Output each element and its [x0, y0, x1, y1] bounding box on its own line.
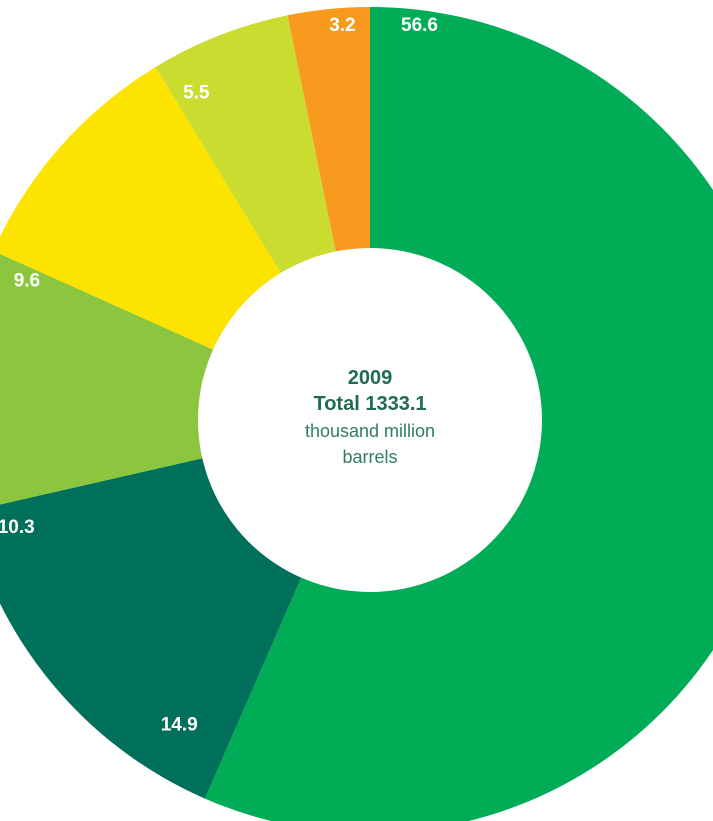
slice-label-14.9: 14.9 [161, 714, 198, 735]
slice-label-10.3: 10.3 [0, 517, 35, 538]
donut-hole [198, 248, 542, 592]
slice-label-56.6: 56.6 [401, 15, 438, 36]
slice-label-5.5: 5.5 [183, 82, 210, 103]
center-unit-line2: barrels [342, 447, 397, 467]
center-year: 2009 [348, 367, 393, 389]
slice-label-3.2: 3.2 [329, 15, 355, 36]
center-total: Total 1333.1 [313, 393, 426, 415]
slice-label-9.6: 9.6 [14, 270, 40, 291]
slice-labels: 56.6 14.9 10.3 9.6 5.5 3.2 [0, 15, 438, 735]
center-unit-line1: thousand million [305, 421, 435, 441]
donut-slice-10.3 [0, 253, 370, 505]
